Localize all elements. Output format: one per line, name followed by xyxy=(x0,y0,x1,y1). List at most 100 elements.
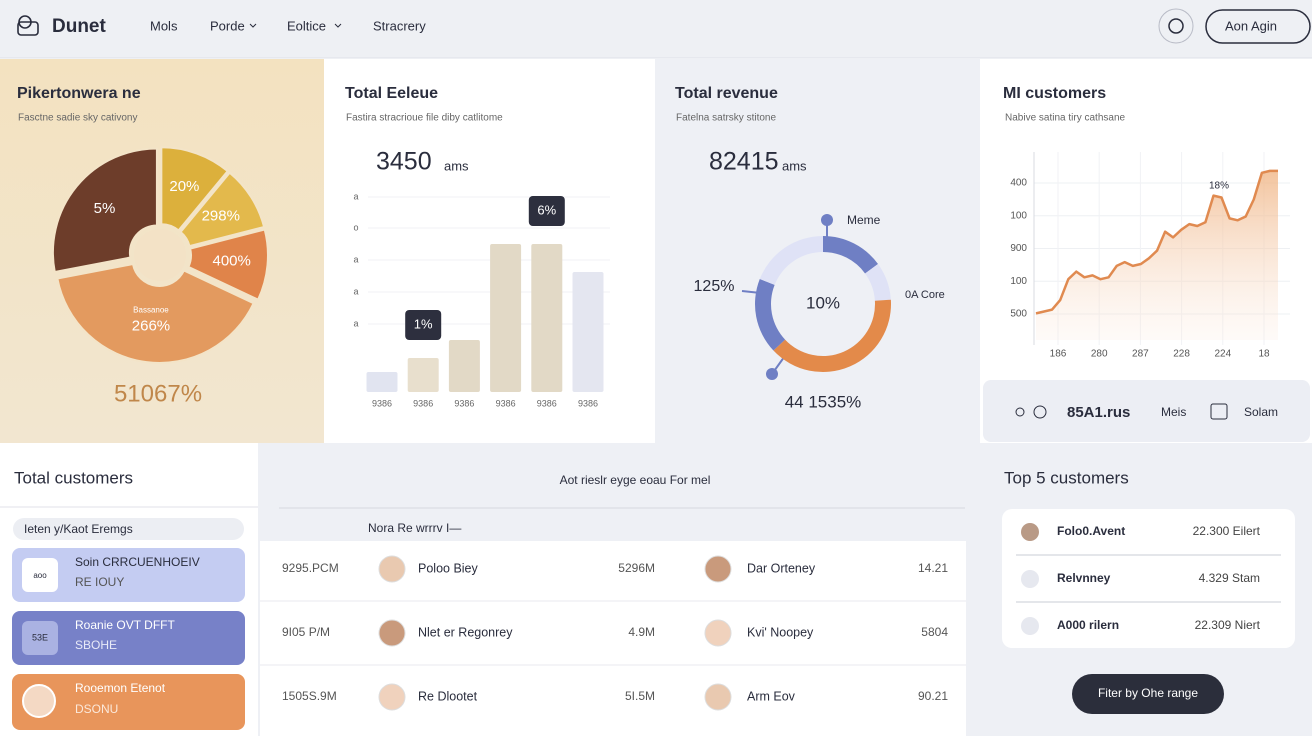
donut-segment xyxy=(865,264,891,301)
card-sub: SBOHE xyxy=(75,638,117,652)
login-button[interactable] xyxy=(1205,9,1311,44)
donut-label: 125% xyxy=(694,278,735,295)
slice-label: 5% xyxy=(94,200,116,217)
nav-item[interactable]: Eoltice xyxy=(287,18,326,33)
cell-name: Poloo Biey xyxy=(418,561,479,575)
callout-dot xyxy=(821,214,833,226)
header xyxy=(0,0,1312,58)
search-box[interactable] xyxy=(13,518,244,540)
card-title: Total Eeleue xyxy=(345,85,438,102)
cell-time: 1505S.9M xyxy=(282,689,337,703)
customer-name: A000 rilern xyxy=(1057,618,1119,632)
nav-item[interactable]: Stracrery xyxy=(373,18,426,33)
card-icon xyxy=(22,621,58,655)
donut-segment xyxy=(823,236,879,274)
customer-card[interactable] xyxy=(12,548,245,602)
x-tick-label: 186 xyxy=(1050,349,1067,360)
avatar xyxy=(378,555,406,583)
cell-name: Dar Orteney xyxy=(747,561,816,575)
strip-item[interactable]: Meis xyxy=(1161,405,1186,419)
cell-name: Kvi' Noopey xyxy=(747,625,814,639)
y-tick-label: a xyxy=(353,191,358,201)
chevron xyxy=(334,23,342,28)
card-sub: RE IOUY xyxy=(75,575,124,589)
settings-button[interactable] xyxy=(1158,8,1194,44)
pie-slice xyxy=(187,228,269,301)
strip-value: 85A1.rus xyxy=(1067,404,1130,421)
value-label: 6% xyxy=(537,202,556,217)
card-sub: DSONU xyxy=(75,702,118,716)
value-badge xyxy=(528,196,565,226)
avatar xyxy=(378,683,406,711)
nav-item[interactable]: Mols xyxy=(150,18,178,33)
chevron xyxy=(249,23,257,28)
cell-name: Nlet er Regonrey xyxy=(418,625,513,639)
line xyxy=(1035,169,1278,315)
customer-name: Folo0.Avent xyxy=(1057,524,1125,538)
pie-footer: 51067% xyxy=(114,380,202,407)
value-badge xyxy=(405,310,442,340)
y-tick-label: a xyxy=(353,254,358,264)
strip-item[interactable]: Solam xyxy=(1244,405,1278,419)
card-subtitle: Nabive satina tiry cathsane xyxy=(1005,113,1126,124)
line-area xyxy=(1036,170,1278,340)
x-tick-label: 224 xyxy=(1214,349,1231,360)
cell-name: Arm Eov xyxy=(747,689,796,703)
pie-slice xyxy=(56,262,255,364)
panel-title: Total customers xyxy=(14,468,133,487)
customer-card[interactable] xyxy=(12,674,245,730)
customer-value: 22.300 Eilert xyxy=(1193,524,1261,538)
big-unit: ams xyxy=(782,158,807,173)
nav-item[interactable]: Porde xyxy=(210,18,245,33)
donut-label: 44 1535% xyxy=(785,392,862,411)
pie-slice xyxy=(160,146,230,232)
bar xyxy=(531,244,563,392)
customer-value: 4.329 Stam xyxy=(1199,571,1260,585)
y-tick-label: o xyxy=(353,222,358,232)
card-title: Pikertonwera ne xyxy=(17,85,141,102)
value-label: 1% xyxy=(414,316,433,331)
column-header: Nora Re wrrrv I— xyxy=(368,521,461,535)
y-tick-label: 100 xyxy=(1010,276,1027,287)
donut-label: 0A Core xyxy=(905,289,945,301)
y-tick-label: 500 xyxy=(1010,309,1027,320)
slice-label: 20% xyxy=(169,178,199,195)
big-value: 82415 xyxy=(709,148,779,176)
login-label[interactable]: Aon Agin xyxy=(1225,18,1277,33)
cell-amount: 5296M xyxy=(618,561,655,575)
card-subtitle: Fastira stracrioue file diby catlitome xyxy=(346,113,503,124)
annotation: 18% xyxy=(1209,181,1229,192)
y-tick-label: a xyxy=(353,318,358,328)
card-icon-text: 53E xyxy=(32,632,48,642)
filter-button[interactable] xyxy=(1072,674,1224,714)
big-unit: ams xyxy=(444,158,469,173)
x-tick-label: 9386 xyxy=(413,398,433,408)
panel-title: Top 5 customers xyxy=(1004,468,1129,487)
card-subtitle: Fasctne sadie sky cativony xyxy=(18,113,138,124)
cell-value: 90.21 xyxy=(918,689,948,703)
big-value: 3450 xyxy=(376,148,432,176)
logo[interactable]: Dunet xyxy=(52,16,107,37)
slice-label: 298% xyxy=(202,207,240,224)
card-name: Roanie OVT DFFT xyxy=(75,618,175,632)
avatar xyxy=(704,683,732,711)
card-icon-text: aoo xyxy=(33,571,47,580)
y-tick-label: a xyxy=(353,286,358,296)
cell-amount: 5I.5M xyxy=(625,689,655,703)
filter-label[interactable]: Fiter by Ohe range xyxy=(1098,686,1198,700)
row-icon xyxy=(1021,523,1039,541)
logo-icon xyxy=(17,15,39,36)
card-title: Total revenue xyxy=(675,85,778,102)
customer-card[interactable] xyxy=(12,611,245,665)
cell-amount: 4.9M xyxy=(628,625,655,639)
bar xyxy=(490,244,522,392)
cell-name: Re Dlootet xyxy=(418,689,478,703)
card-icon xyxy=(22,558,58,592)
x-tick-label: 9386 xyxy=(454,398,474,408)
y-tick-label: 900 xyxy=(1010,243,1027,254)
pie-slice xyxy=(179,171,266,248)
search-text[interactable]: Ieten y/Kaot Eremgs xyxy=(24,522,133,536)
bar xyxy=(448,340,480,392)
x-tick-label: 18 xyxy=(1258,349,1270,360)
